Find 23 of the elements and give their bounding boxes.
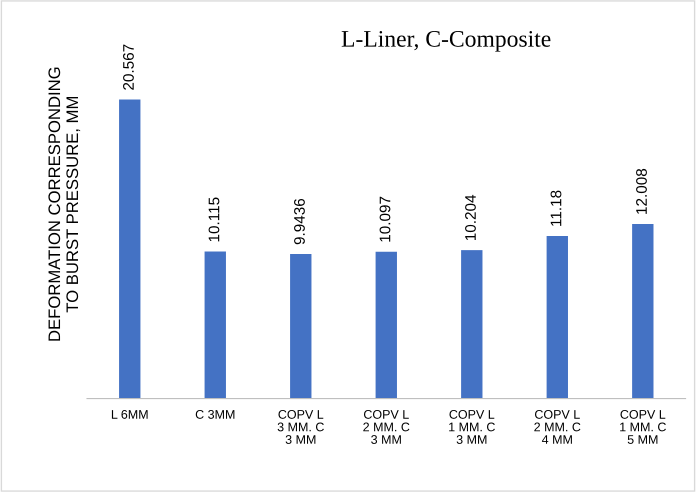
x-tick-label: COPV L 2 MM. C 3 MM [363, 410, 410, 444]
data-label: 12.008 [636, 168, 647, 214]
x-tick-label: COPV L 3 MM. C 3 MM [278, 410, 324, 444]
bar [204, 251, 226, 399]
x-tick-label: COPV L 2 MM. C 4 MM [534, 410, 580, 444]
x-tick-label: C 3MM [196, 410, 234, 419]
bar [546, 236, 568, 399]
chart-title: L-Liner, C-Composite [342, 30, 550, 52]
y-axis-title: DEFORMATION CORRESPONDING TO BURST PRESSURE, MM [48, 68, 80, 341]
x-tick-label: COPV L 1 MM. C 5 MM [620, 410, 666, 444]
bar [290, 254, 312, 399]
bar [632, 224, 654, 399]
x-tick-label: COPV L 1 MM. C 3 MM [449, 410, 495, 444]
data-label: 10.204 [465, 194, 476, 240]
data-label: 10.097 [380, 196, 390, 242]
bar [461, 250, 482, 399]
data-label: 9.9436 [294, 198, 305, 244]
x-tick-label: L 6MM [112, 410, 148, 419]
data-label: 20.567 [123, 44, 134, 90]
bar [119, 100, 140, 399]
data-label: 11.18 [550, 190, 562, 226]
bar [376, 252, 397, 399]
data-label: 10.115 [208, 198, 220, 242]
